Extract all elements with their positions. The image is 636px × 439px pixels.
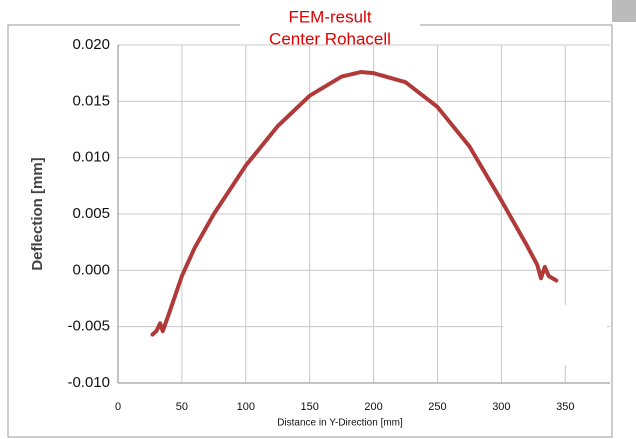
- y-tick-label: 0.005: [72, 205, 110, 222]
- y-tick-label: 0.010: [72, 149, 110, 166]
- x-axis-label: Distance in Y-Direction [mm]: [277, 418, 403, 429]
- x-tick-label: 150: [301, 401, 319, 413]
- y-tick-label: 0.000: [72, 261, 110, 278]
- x-tick-label: 0: [115, 401, 121, 413]
- white-patch: [503, 305, 607, 365]
- y-tick-label: 0.020: [72, 36, 110, 53]
- y-tick-label: -0.005: [67, 318, 110, 335]
- x-tick-label: 350: [556, 401, 574, 413]
- y-axis-label: Deflection [mm]: [29, 157, 46, 270]
- x-tick-label: 300: [492, 401, 510, 413]
- y-tick-label: -0.010: [67, 374, 110, 391]
- data-line: [150, 70, 559, 337]
- corner-image: [612, 0, 636, 22]
- x-tick-label: 250: [428, 401, 446, 413]
- x-tick-label: 200: [364, 401, 382, 413]
- chart-title: FEM-result: [288, 7, 371, 26]
- x-tick-label: 50: [176, 401, 188, 413]
- y-tick-label: 0.015: [72, 92, 110, 109]
- chart-subtitle: Center Rohacell: [269, 29, 391, 48]
- title-backdrop: [240, 5, 420, 55]
- x-tick-label: 100: [237, 401, 255, 413]
